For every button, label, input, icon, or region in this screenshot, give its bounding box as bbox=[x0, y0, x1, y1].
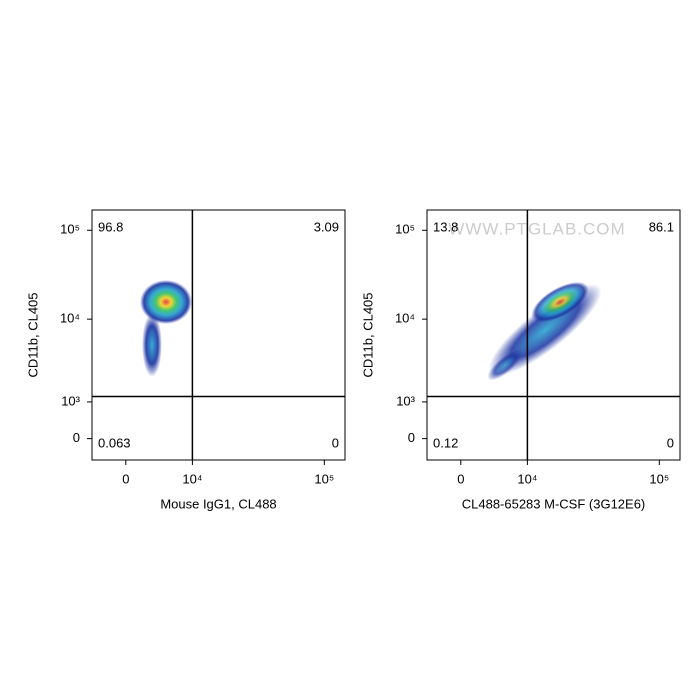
quadrant-percent: 13.8 bbox=[433, 219, 458, 234]
y-tick-label: 10⁴ bbox=[60, 311, 80, 326]
y-tick-label: 0 bbox=[408, 430, 415, 445]
y-tick-label: 10⁵ bbox=[395, 222, 415, 237]
quadrant-percent: 86.1 bbox=[649, 219, 674, 234]
quadrant-percent: 0.12 bbox=[433, 435, 458, 450]
y-tick-label: 0 bbox=[73, 430, 80, 445]
x-tick-label: 10⁴ bbox=[182, 471, 202, 486]
x-tick-label: 0 bbox=[457, 471, 464, 486]
plot-frame bbox=[91, 209, 346, 461]
y-tick-label: 10⁴ bbox=[395, 311, 415, 326]
y-tick-label: 10³ bbox=[396, 393, 415, 408]
y-tick-label: 10³ bbox=[61, 393, 80, 408]
x-axis-title: CL488-65283 M-CSF (3G12E6) bbox=[462, 496, 646, 511]
x-tick-label: 10⁵ bbox=[649, 471, 669, 486]
quadrant-percent: 96.8 bbox=[98, 219, 123, 234]
quadrant-percent: 0 bbox=[332, 435, 339, 450]
x-tick-label: 10⁴ bbox=[517, 471, 537, 486]
y-axis-title: CD11b, CL405 bbox=[360, 292, 375, 377]
plot-frame bbox=[426, 209, 681, 461]
watermark: WWW.PTGLAB.COM bbox=[448, 219, 625, 238]
quadrant-percent: 0.063 bbox=[98, 435, 131, 450]
x-axis-title: Mouse IgG1, CL488 bbox=[160, 496, 276, 511]
quadrant-percent: 0 bbox=[667, 435, 674, 450]
quadrant-percent: 3.09 bbox=[314, 219, 339, 234]
x-tick-label: 10⁵ bbox=[314, 471, 334, 486]
x-tick-label: 0 bbox=[122, 471, 129, 486]
density-cloud bbox=[140, 280, 602, 381]
y-tick-label: 10⁵ bbox=[60, 222, 80, 237]
y-axis-title: CD11b, CL405 bbox=[25, 292, 40, 377]
